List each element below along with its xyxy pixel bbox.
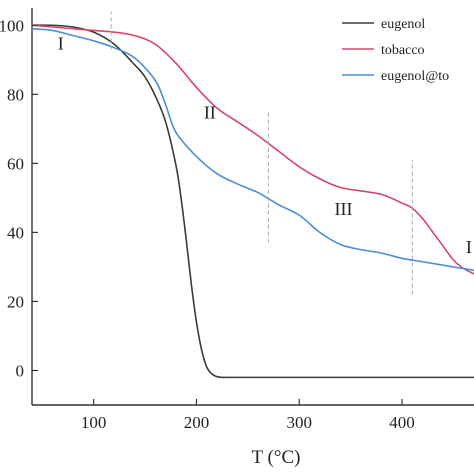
plot-area — [31, 8, 474, 406]
x-tick-label: 300 — [287, 413, 313, 432]
y-tick-label: 60 — [7, 154, 24, 173]
legend-entry: eugenol@to — [381, 69, 449, 84]
y-tick-label: 0 — [16, 361, 25, 380]
x-tick-label: 400 — [389, 413, 415, 432]
x-axis-title: T (°C) — [252, 447, 301, 468]
x-tick-label: 200 — [184, 413, 210, 432]
y-tick-label: 40 — [7, 223, 24, 242]
y-tick-label: 100 — [0, 16, 24, 35]
region-label: II — [204, 102, 216, 122]
region-label: III — [334, 199, 352, 219]
series-line-tobacco — [31, 24, 474, 275]
legend: eugenol tobacco eugenol@to — [342, 17, 449, 84]
legend-entry: tobacco — [381, 43, 425, 58]
region-label: I — [466, 237, 472, 257]
series-line-eugenol — [31, 24, 474, 379]
series-line-eugenol-to — [31, 27, 474, 272]
x-tick-label: 100 — [81, 413, 107, 432]
series-layer — [31, 24, 474, 379]
legend-entry: eugenol — [381, 17, 425, 32]
axes: T (°C) 100 200 300 400 0 20 40 60 80 100 — [0, 16, 415, 468]
y-tick-label: 20 — [7, 292, 24, 311]
y-tick-label: 80 — [7, 85, 24, 104]
region-label: I — [58, 33, 64, 53]
